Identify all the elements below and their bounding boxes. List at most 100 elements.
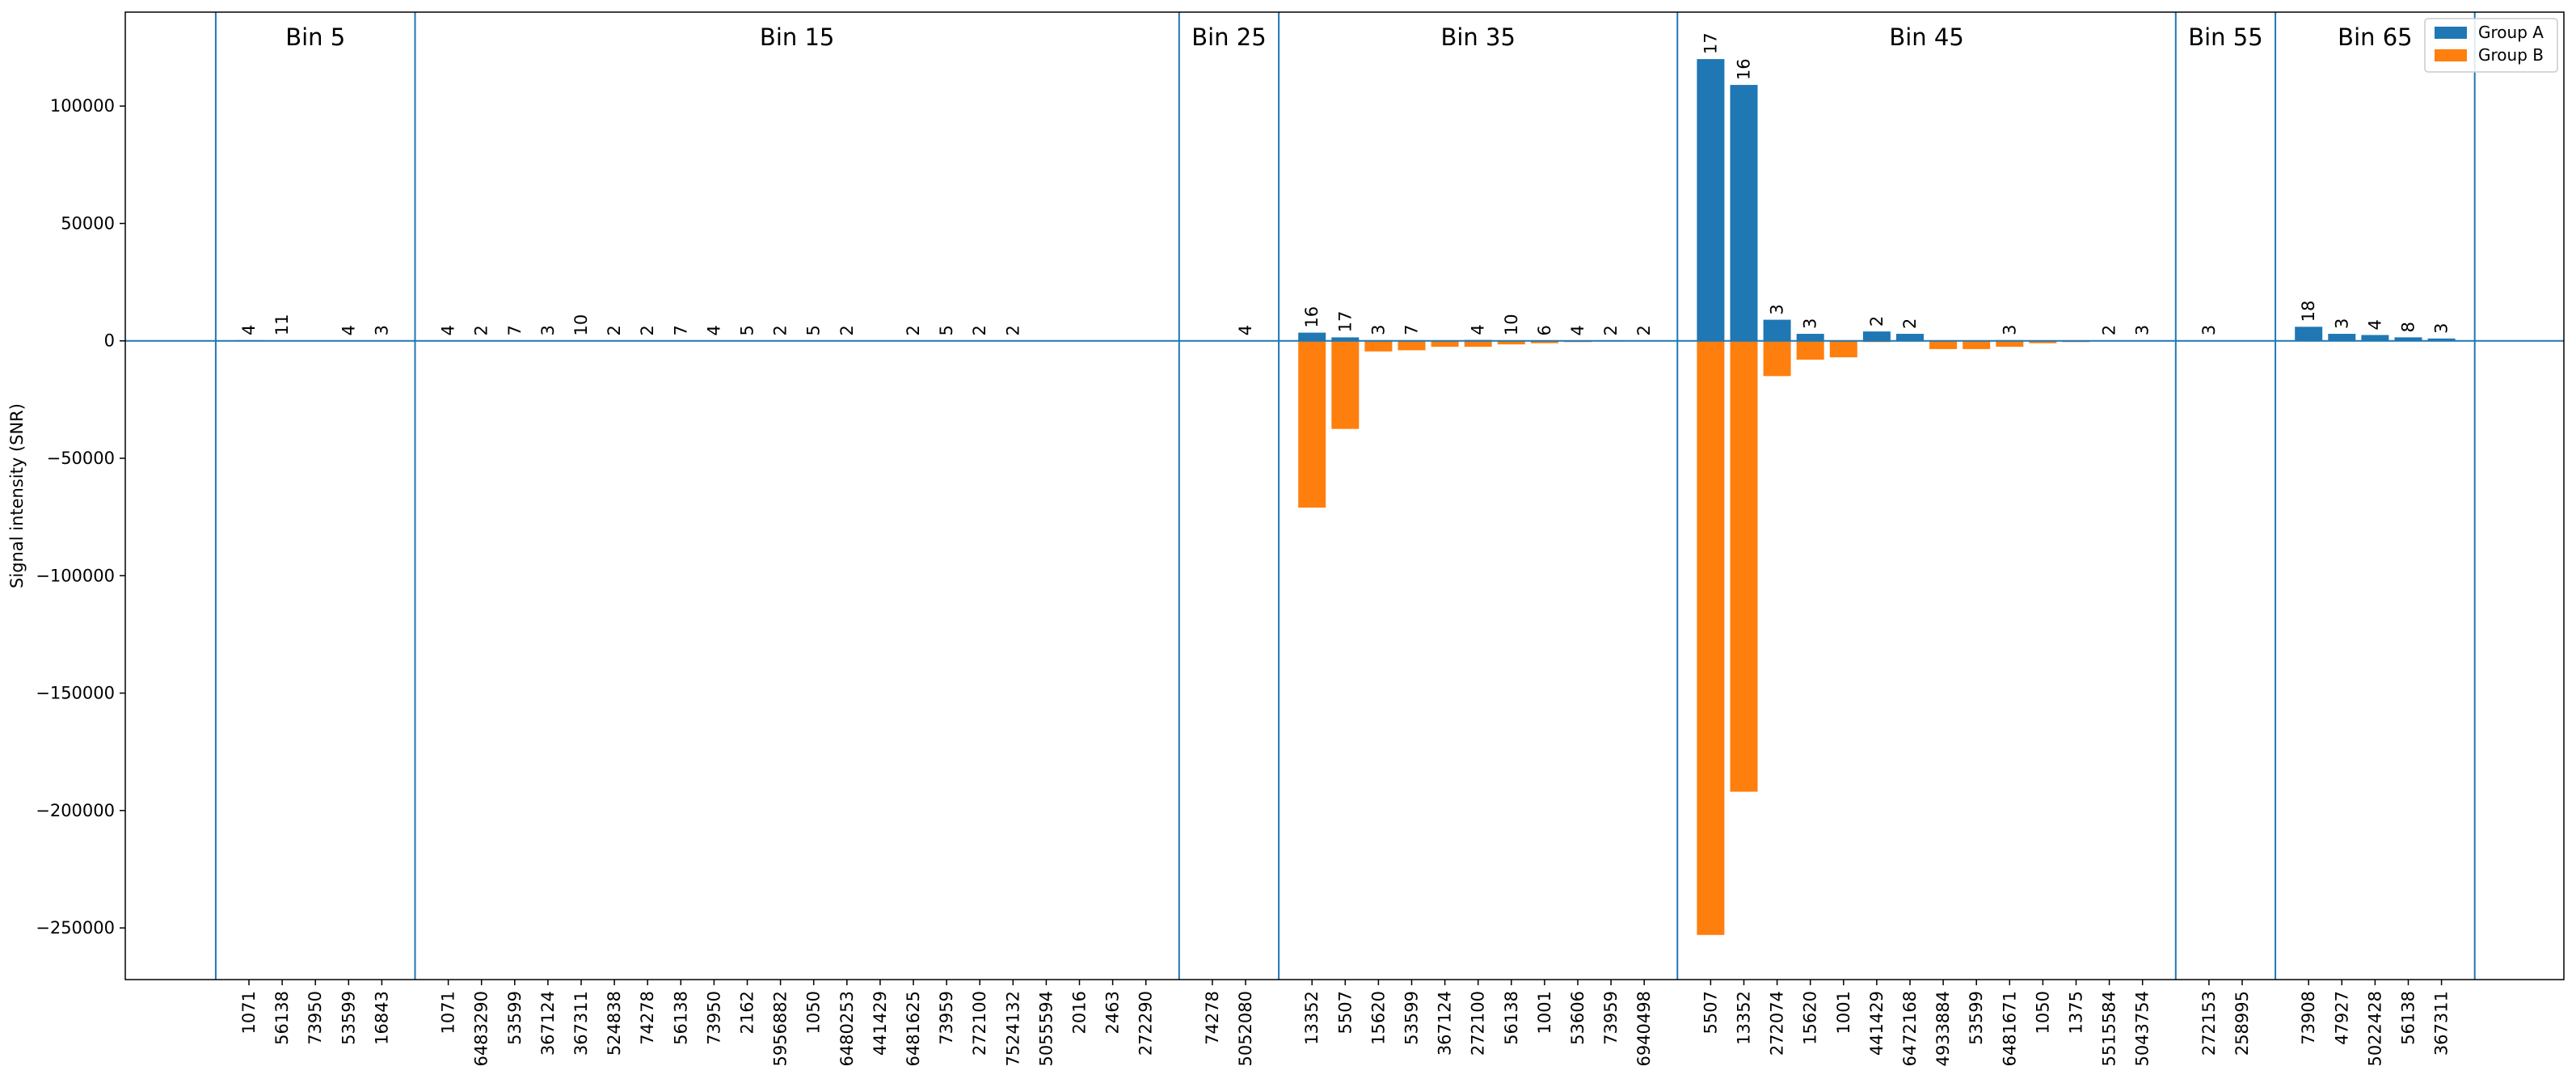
x-tick-label: 13352 <box>1302 991 1322 1045</box>
bin-label: Bin 15 <box>760 23 834 51</box>
bar-group-b-4-8 <box>1963 340 1991 349</box>
count-label: 3 <box>2133 325 2152 335</box>
x-axis: 1071 56138 73950 53599 16843 1071 6483290 53599… <box>239 980 2452 1067</box>
count-label: 2 <box>771 325 791 335</box>
x-tick-label: 441429 <box>1867 991 1887 1056</box>
count-label: 2 <box>1003 325 1022 335</box>
count-label: 2 <box>1867 316 1887 327</box>
bar-group-a-4-6 <box>1896 334 1924 341</box>
x-tick-label: 272290 <box>1136 991 1156 1056</box>
x-tick-label: 272100 <box>970 991 989 1056</box>
legend-swatch <box>2435 27 2467 39</box>
bin-label: Bin 65 <box>2338 23 2412 51</box>
group-a-bars <box>235 59 2456 342</box>
x-tick-label: 5507 <box>1701 991 1720 1034</box>
x-tick-label: 1001 <box>1834 991 1853 1034</box>
y-axis: −250000 −200000 −150000 −100000 −50000 0 50000… <box>36 96 125 938</box>
count-label: 3 <box>1368 325 1388 335</box>
x-tick-label: 367124 <box>538 991 558 1056</box>
bar-group-b-3-4 <box>1431 340 1459 348</box>
x-tick-label: 13352 <box>1735 991 1754 1045</box>
count-label: 17 <box>1335 311 1355 333</box>
count-label: 10 <box>1502 314 1521 335</box>
y-axis-label: Signal intensity (SNR) <box>7 403 27 588</box>
count-label: 2 <box>638 325 657 335</box>
x-tick-label: 2162 <box>738 991 757 1034</box>
count-label: 2 <box>1634 325 1654 335</box>
x-tick-label: 4933884 <box>1933 991 1953 1067</box>
x-tick-label: 6481671 <box>2000 991 2019 1067</box>
bin-labels: Bin 5 Bin 15 Bin 25 Bin 35 Bin 45 Bin 55 Bin 6… <box>285 23 2412 51</box>
count-label: 18 <box>2299 301 2318 322</box>
x-tick-label: 47927 <box>2332 991 2351 1045</box>
x-tick-label: 258995 <box>2232 991 2252 1056</box>
bar-group-a-3-0 <box>1298 332 1326 341</box>
count-label: 7 <box>505 325 525 335</box>
x-tick-label: 74278 <box>638 991 657 1045</box>
count-label: 3 <box>2432 322 2452 333</box>
y-tick-label: −200000 <box>36 801 115 820</box>
x-tick-label: 74278 <box>1203 991 1222 1045</box>
bar-group-b-4-9 <box>1996 340 2024 348</box>
x-tick-label: 5055594 <box>1036 991 1056 1067</box>
bar-group-b-3-1 <box>1331 340 1360 429</box>
legend-swatch <box>2435 49 2467 61</box>
count-label: 3 <box>1801 318 1820 329</box>
bar-group-b-3-6 <box>1497 340 1525 345</box>
plot-frame <box>124 11 2565 980</box>
y-tick-label: 0 <box>104 331 115 351</box>
count-label: 2 <box>1601 325 1621 335</box>
x-tick-label: 56138 <box>1502 991 1521 1045</box>
x-tick-label: 1071 <box>239 991 259 1034</box>
count-label: 7 <box>671 325 690 335</box>
x-tick-label: 1001 <box>1535 991 1554 1034</box>
x-tick-label: 56138 <box>671 991 690 1045</box>
group-b-bars <box>1298 340 2157 935</box>
x-tick-label: 367311 <box>2432 991 2452 1056</box>
count-label: 3 <box>2000 325 2019 335</box>
bar-group-a-6-0 <box>2295 327 2323 341</box>
x-tick-label: 73950 <box>306 991 325 1045</box>
x-tick-label: 15620 <box>1801 991 1820 1045</box>
x-tick-label: 73908 <box>2299 991 2318 1045</box>
bar-group-a-6-2 <box>2361 335 2389 341</box>
x-tick-label: 5043754 <box>2133 991 2152 1067</box>
legend-label: Group B <box>2478 45 2544 65</box>
count-label: 4 <box>439 325 458 335</box>
x-tick-label: 5956882 <box>771 991 791 1067</box>
bin-label: Bin 45 <box>1889 23 1963 51</box>
count-label: 2 <box>904 325 923 335</box>
bar-group-a-6-4 <box>2427 338 2456 341</box>
x-tick-label: 524838 <box>605 991 624 1056</box>
count-label: 3 <box>2199 325 2219 335</box>
bar-group-b-3-5 <box>1464 340 1492 348</box>
x-tick-label: 73950 <box>704 991 723 1045</box>
legend: Group A Group B <box>2424 18 2558 73</box>
bin-label: Bin 35 <box>1440 23 1515 51</box>
x-tick-label: 6480253 <box>837 991 857 1067</box>
y-tick-label: −100000 <box>36 566 115 585</box>
bar-group-a-4-0 <box>1697 59 1725 341</box>
count-label: 3 <box>2332 318 2351 329</box>
bin-label: Bin 25 <box>1191 23 1266 51</box>
x-tick-label: 56138 <box>272 991 292 1045</box>
x-tick-label: 73959 <box>1601 991 1621 1045</box>
y-tick-label: 100000 <box>50 96 115 116</box>
count-label: 16 <box>1302 306 1322 328</box>
x-tick-label: 272074 <box>1768 991 1787 1056</box>
bar-group-b-4-2 <box>1763 340 1791 377</box>
bin-label: Bin 5 <box>285 23 345 51</box>
count-label: 4 <box>1568 325 1587 335</box>
count-labels: 4 11 4 3 4 2 7 3 10 2 2 7 4 5 2 5 2 2 5 2 2 4 16 17 3 7 4 10 6 4 2 2 17 1… <box>239 32 2452 335</box>
x-tick-label: 53599 <box>1967 991 1986 1045</box>
x-tick-label: 272153 <box>2199 991 2219 1056</box>
x-tick-label: 53599 <box>505 991 525 1045</box>
x-tick-label: 2463 <box>1103 991 1123 1034</box>
count-label: 4 <box>239 325 259 335</box>
count-label: 2 <box>605 325 624 335</box>
count-label: 4 <box>704 325 723 335</box>
bar-group-a-3-1 <box>1331 337 1360 341</box>
y-tick-label: −50000 <box>47 449 115 468</box>
count-label: 2 <box>970 325 989 335</box>
